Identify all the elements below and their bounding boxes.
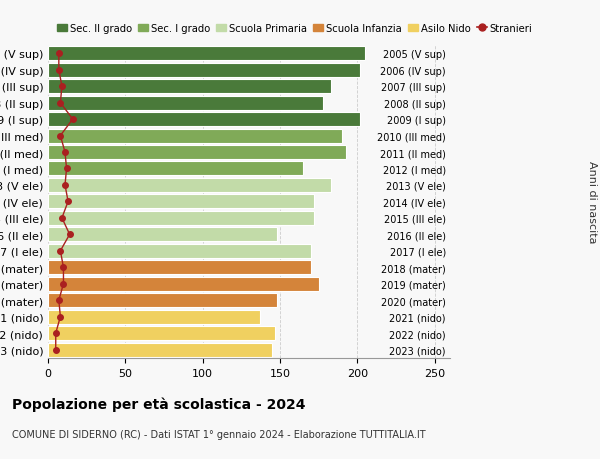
Bar (48, 63, 361, 78)
Bar (48, 113, 361, 127)
Text: Popolazione per età scolastica - 2024: Popolazione per età scolastica - 2024 (12, 397, 305, 412)
Bar (48, 294, 277, 308)
Bar (48, 228, 277, 242)
Bar (48, 162, 303, 176)
Bar (48, 195, 314, 209)
Bar (48, 80, 331, 94)
Bar (48, 179, 331, 192)
Bar (48, 146, 346, 160)
Bar (48, 96, 323, 110)
Text: Anni di nascita: Anni di nascita (587, 161, 597, 243)
Bar (48, 244, 311, 258)
Bar (48, 212, 314, 225)
Bar (48, 129, 342, 143)
Bar (48, 261, 311, 274)
Legend: Sec. II grado, Sec. I grado, Scuola Primaria, Scuola Infanzia, Asilo Nido, Stran: Sec. II grado, Sec. I grado, Scuola Prim… (53, 20, 536, 38)
Bar (48, 277, 319, 291)
Bar (48, 47, 365, 61)
Text: COMUNE DI SIDERNO (RC) - Dati ISTAT 1° gennaio 2024 - Elaborazione TUTTITALIA.IT: COMUNE DI SIDERNO (RC) - Dati ISTAT 1° g… (12, 429, 425, 439)
Bar (48, 326, 275, 341)
Bar (48, 343, 272, 357)
Bar (48, 310, 260, 324)
